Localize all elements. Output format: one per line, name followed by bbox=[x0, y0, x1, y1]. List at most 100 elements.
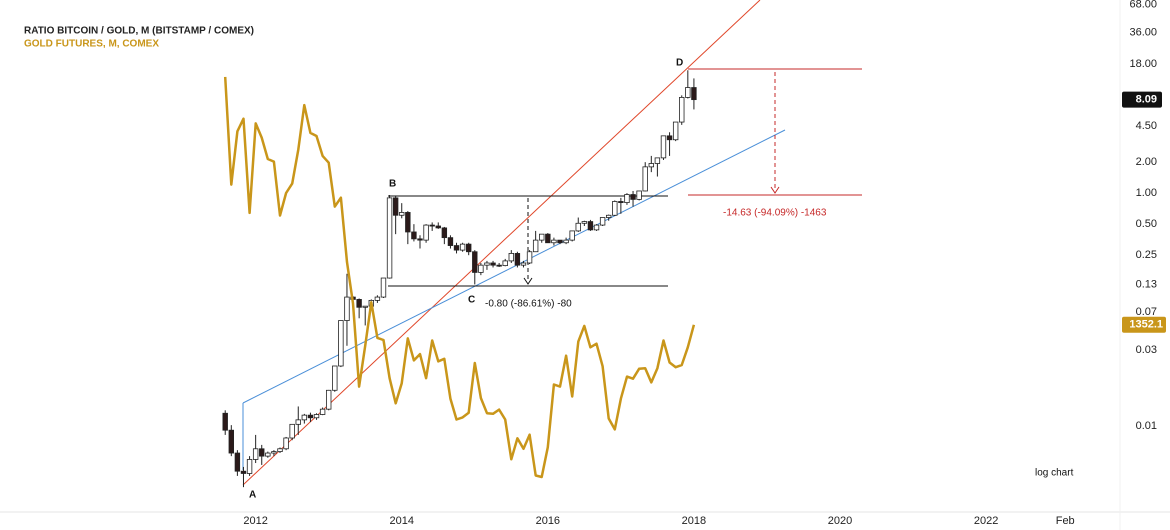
candle-body bbox=[605, 214, 612, 218]
x-tick-label: 2016 bbox=[536, 515, 560, 527]
candle-body bbox=[666, 135, 673, 141]
candle-body bbox=[648, 163, 655, 168]
candle-body bbox=[514, 253, 521, 266]
candle-body bbox=[380, 277, 387, 298]
candle-body bbox=[386, 197, 393, 279]
candle-body bbox=[332, 365, 338, 391]
candle-body bbox=[447, 237, 454, 246]
candle-body bbox=[593, 224, 600, 231]
last-price-tag bbox=[1122, 91, 1162, 108]
candle-body bbox=[654, 157, 661, 164]
annotation: -0.80 (-86.61%) -80 bbox=[485, 299, 572, 310]
candle-body bbox=[423, 224, 429, 241]
legend-ratio: RATIO BITCOIN / GOLD, M (BITSTAMP / COME… bbox=[24, 26, 254, 37]
candle-body bbox=[618, 201, 624, 203]
candle-body bbox=[405, 212, 411, 233]
annotation: log chart bbox=[1035, 468, 1074, 479]
candle-body bbox=[551, 239, 557, 244]
y-tick-label: 4.50 bbox=[1136, 120, 1157, 132]
candle-body bbox=[259, 448, 265, 457]
candle-body bbox=[545, 233, 551, 244]
y-tick-label: 68.00 bbox=[1129, 0, 1157, 10]
y-tick-label: 1.00 bbox=[1136, 187, 1157, 199]
candle-body bbox=[532, 239, 539, 253]
candle-body bbox=[526, 251, 533, 264]
candle-body bbox=[325, 389, 332, 410]
candle-body bbox=[642, 166, 648, 192]
candle-body bbox=[691, 87, 697, 101]
candle-body bbox=[356, 299, 362, 308]
candle-body bbox=[465, 243, 472, 253]
candle-body bbox=[435, 225, 441, 229]
candle-body bbox=[338, 320, 344, 367]
candle-body bbox=[587, 221, 594, 231]
candle-body bbox=[411, 231, 417, 240]
candle-body bbox=[599, 217, 606, 226]
candle-body bbox=[679, 97, 685, 123]
candle-body bbox=[392, 197, 399, 216]
candle-body bbox=[301, 414, 308, 421]
y-tick-label: 0.07 bbox=[1136, 306, 1157, 318]
candle-body bbox=[417, 238, 423, 241]
y-tick-label: 18.00 bbox=[1129, 58, 1157, 70]
x-tick-label: 2020 bbox=[828, 515, 852, 527]
candle-body bbox=[277, 448, 283, 452]
candle-body bbox=[295, 419, 301, 425]
candle-body bbox=[313, 414, 320, 419]
y-tick-label: 0.03 bbox=[1136, 344, 1157, 356]
annotation: C bbox=[468, 295, 475, 306]
candle-body bbox=[630, 194, 636, 200]
candle-body bbox=[624, 194, 630, 203]
last-price-label: 8.09 bbox=[1136, 94, 1157, 106]
gold-line bbox=[223, 76, 696, 479]
x-tick-label: 2014 bbox=[389, 515, 413, 527]
candle-body bbox=[265, 452, 271, 457]
candle-body bbox=[490, 262, 496, 266]
candle-body bbox=[234, 452, 241, 472]
candle-body bbox=[283, 437, 289, 450]
candle-body bbox=[539, 233, 545, 241]
y-tick-label: 0.13 bbox=[1136, 278, 1157, 290]
candle-body bbox=[660, 135, 667, 159]
y-tick-label: 0.01 bbox=[1136, 420, 1157, 432]
candle-body bbox=[246, 459, 253, 474]
gold-price-label: 1352.1 bbox=[1129, 319, 1163, 331]
candle-body bbox=[289, 423, 295, 439]
candle-body bbox=[319, 408, 326, 415]
candle-body bbox=[557, 239, 563, 244]
candle-body bbox=[252, 448, 259, 460]
candle-body bbox=[520, 262, 527, 266]
drop-arrow bbox=[770, 186, 780, 194]
candle-body bbox=[429, 224, 435, 227]
candle-body bbox=[344, 296, 350, 321]
candle-body bbox=[672, 121, 679, 141]
candle-body bbox=[472, 251, 478, 273]
candle-body bbox=[484, 262, 490, 266]
candle-body bbox=[307, 414, 314, 419]
candle-body bbox=[496, 264, 502, 267]
candle-body bbox=[441, 227, 448, 239]
candle-body bbox=[453, 245, 460, 251]
blue-trendline bbox=[242, 129, 786, 404]
y-tick-label: 36.00 bbox=[1129, 27, 1157, 39]
gold-price-tag bbox=[1122, 316, 1166, 333]
candle-body bbox=[240, 470, 247, 474]
candle-body bbox=[581, 221, 588, 224]
annotation: D bbox=[676, 58, 683, 69]
candle-body bbox=[362, 305, 368, 308]
candle-body bbox=[612, 201, 618, 216]
x-tick-label: 2018 bbox=[682, 515, 706, 527]
y-tick-label: 2.00 bbox=[1136, 156, 1157, 168]
candles bbox=[222, 70, 697, 488]
annotation: -14.63 (-94.09%) -1463 bbox=[723, 208, 827, 219]
candle-body bbox=[374, 296, 381, 301]
annotation: B bbox=[389, 179, 396, 190]
x-tick-label: Feb bbox=[1056, 515, 1075, 527]
candle-body bbox=[508, 253, 515, 262]
candle-body bbox=[569, 230, 575, 241]
annotation: A bbox=[249, 490, 256, 501]
x-tick-label: 2012 bbox=[243, 515, 267, 527]
candle-body bbox=[271, 451, 277, 454]
candle-body bbox=[459, 243, 466, 251]
